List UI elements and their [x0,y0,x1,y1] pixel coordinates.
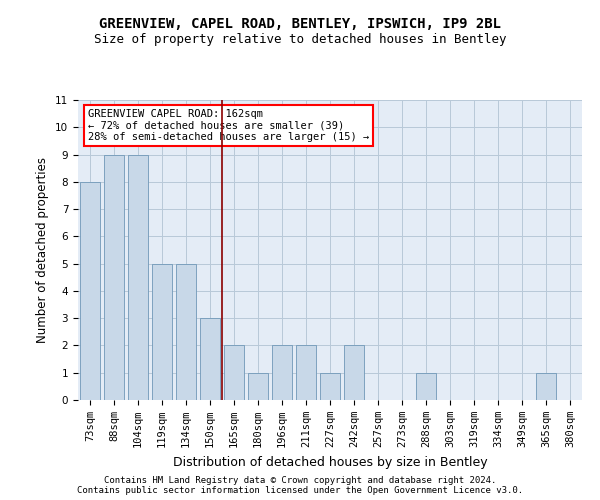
Text: GREENVIEW, CAPEL ROAD, BENTLEY, IPSWICH, IP9 2BL: GREENVIEW, CAPEL ROAD, BENTLEY, IPSWICH,… [99,18,501,32]
Y-axis label: Number of detached properties: Number of detached properties [37,157,49,343]
Bar [200,318,220,400]
Bar [80,182,100,400]
Bar [320,372,340,400]
Bar [536,372,556,400]
Bar [128,154,148,400]
Bar [272,346,292,400]
Bar [224,346,244,400]
Bar [296,346,316,400]
Bar [344,346,364,400]
Bar [104,154,124,400]
Text: Size of property relative to detached houses in Bentley: Size of property relative to detached ho… [94,32,506,46]
X-axis label: Distribution of detached houses by size in Bentley: Distribution of detached houses by size … [173,456,487,468]
Text: Contains HM Land Registry data © Crown copyright and database right 2024.
Contai: Contains HM Land Registry data © Crown c… [77,476,523,495]
Text: GREENVIEW CAPEL ROAD: 162sqm
← 72% of detached houses are smaller (39)
28% of se: GREENVIEW CAPEL ROAD: 162sqm ← 72% of de… [88,109,370,142]
Bar [152,264,172,400]
Bar [248,372,268,400]
Bar [416,372,436,400]
Bar [176,264,196,400]
